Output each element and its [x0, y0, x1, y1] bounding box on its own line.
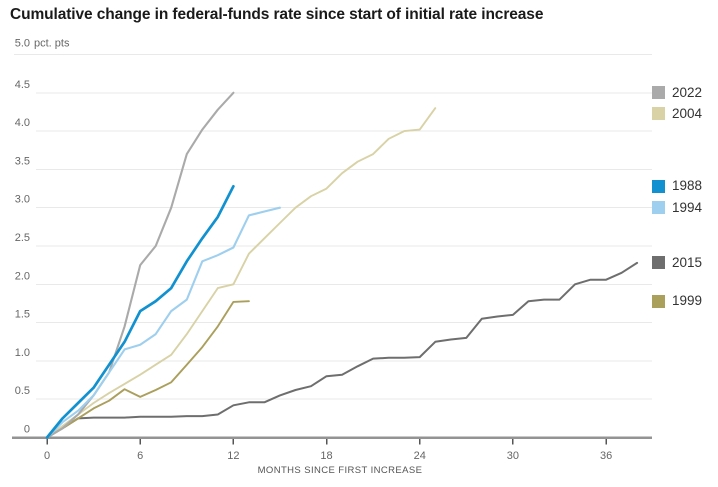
series-line-2015: [46, 261, 639, 439]
x-axis-tick-label: 24: [414, 450, 426, 462]
x-axis-tick-label: 6: [137, 450, 143, 462]
x-axis-tick-label: 0: [44, 450, 50, 462]
series-line-1994: [45, 206, 281, 439]
y-axis-tick-label: 4.5: [15, 79, 30, 91]
y-axis-tick-label: 1.5: [15, 309, 30, 321]
x-axis-tick-label: 30: [507, 450, 519, 462]
y-axis-tick-label: 0.5: [15, 385, 30, 397]
x-axis-tick-label: 18: [320, 450, 332, 462]
series-line-1988: [45, 184, 235, 439]
y-axis-tick-label: 2.5: [15, 232, 30, 244]
y-axis-tick-label: 3.5: [15, 155, 30, 167]
series-line-2004: [46, 107, 437, 439]
x-axis-tick-label: 12: [227, 450, 239, 462]
y-axis-tick-label: 2.0: [15, 270, 30, 282]
x-axis-tick-label: 36: [600, 450, 612, 462]
y-axis-tick-label: 3.0: [15, 194, 30, 206]
y-axis-tick-label: 0: [24, 424, 30, 436]
chart-title: Cumulative change in federal-funds rate …: [10, 6, 544, 23]
series-line-1999: [46, 300, 250, 439]
series-line-2022: [45, 91, 235, 439]
x-axis-title: MONTHS SINCE FIRST INCREASE: [258, 465, 423, 476]
y-axis-unit-label: pct. pts: [34, 38, 70, 50]
y-axis-tick-label: 5.0: [15, 38, 30, 50]
y-axis-tick-label: 1.0: [15, 347, 30, 359]
y-axis-tick-label: 4.0: [15, 117, 30, 129]
